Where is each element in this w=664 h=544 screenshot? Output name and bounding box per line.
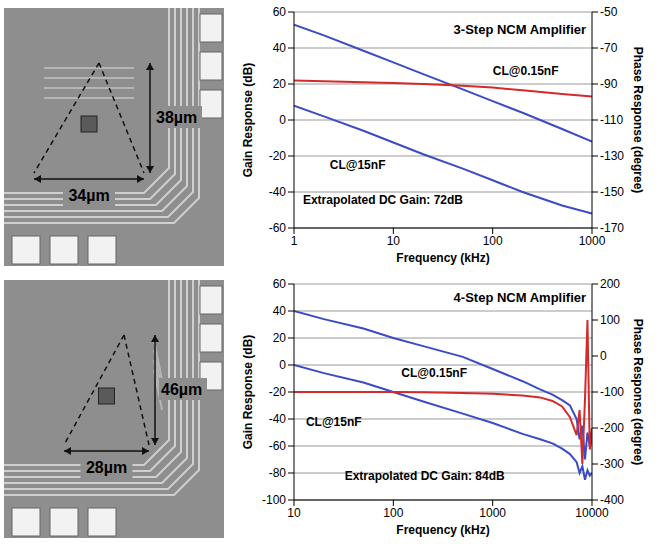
svg-text:100: 100	[383, 506, 403, 520]
svg-text:-170: -170	[600, 221, 624, 235]
svg-text:-20: -20	[269, 149, 287, 163]
svg-text:-40: -40	[269, 412, 287, 426]
svg-text:0: 0	[279, 358, 286, 372]
html-text:Phase Response (degree): Phase Response (degree)	[631, 46, 645, 194]
svg-text:-110: -110	[600, 113, 623, 127]
svg-text:10: 10	[287, 506, 301, 520]
svg-text:-50: -50	[600, 5, 618, 19]
svg-text:46µm: 46µm	[161, 381, 202, 398]
html-text:CL@15nF: CL@15nF	[305, 414, 362, 429]
html-text:4-Step NCM Amplifier: 4-Step NCM Amplifier	[453, 289, 586, 305]
svg-text:34µm: 34µm	[68, 187, 109, 204]
svg-text:100: 100	[600, 313, 620, 327]
svg-text:40: 40	[273, 41, 287, 55]
svg-text:60: 60	[273, 5, 287, 19]
svg-text:20: 20	[273, 77, 287, 91]
svg-text:-200: -200	[600, 421, 624, 435]
svg-text:-80: -80	[269, 466, 287, 480]
html-text:Extrapolated DC Gain: 72dB: Extrapolated DC Gain: 72dB	[302, 192, 463, 207]
html-text:3-Step NCM Amplifier: 3-Step NCM Amplifier	[453, 21, 586, 37]
svg-text:-130: -130	[600, 149, 624, 163]
svg-text:-400: -400	[600, 493, 624, 507]
svg-text:40: 40	[273, 304, 287, 318]
html-text:CL@15nF: CL@15nF	[329, 157, 386, 172]
svg-text:1000: 1000	[579, 234, 606, 248]
svg-text:60: 60	[273, 277, 287, 291]
svg-text:100: 100	[483, 234, 503, 248]
html-text:Gain Response (dB): Gain Response (dB)	[241, 334, 255, 450]
svg-text:1000: 1000	[479, 506, 506, 520]
svg-text:0: 0	[600, 349, 607, 363]
svg-text:38µm: 38µm	[156, 109, 197, 126]
svg-text:20: 20	[273, 331, 287, 345]
svg-text:-40: -40	[269, 185, 287, 199]
svg-text:1: 1	[291, 234, 298, 248]
svg-text:-300: -300	[600, 457, 624, 471]
svg-text:-60: -60	[269, 221, 287, 235]
svg-text:10: 10	[387, 234, 401, 248]
svg-text:-90: -90	[600, 77, 618, 91]
svg-text:0: 0	[279, 113, 286, 127]
svg-text:-100: -100	[600, 385, 624, 399]
svg-text:-150: -150	[600, 185, 624, 199]
html-text:Extrapolated DC Gain: 84dB: Extrapolated DC Gain: 84dB	[344, 468, 505, 483]
svg-text:-60: -60	[269, 439, 287, 453]
svg-text:-100: -100	[262, 493, 286, 507]
html-text:CL@0.15nF: CL@0.15nF	[492, 64, 559, 79]
html-text:CL@0.15nF: CL@0.15nF	[401, 366, 467, 381]
html-text:Frequency (kHz): Frequency (kHz)	[396, 523, 490, 537]
svg-text:200: 200	[600, 277, 620, 291]
svg-text:-70: -70	[600, 41, 618, 55]
svg-text:-20: -20	[269, 385, 287, 399]
html-text:Gain Response (dB): Gain Response (dB)	[241, 62, 255, 178]
svg-text:28µm: 28µm	[86, 459, 127, 476]
html-text:Phase Response (degree): Phase Response (degree)	[631, 318, 645, 466]
svg-text:10000: 10000	[575, 506, 609, 520]
html-text:Frequency (kHz): Frequency (kHz)	[396, 251, 490, 265]
